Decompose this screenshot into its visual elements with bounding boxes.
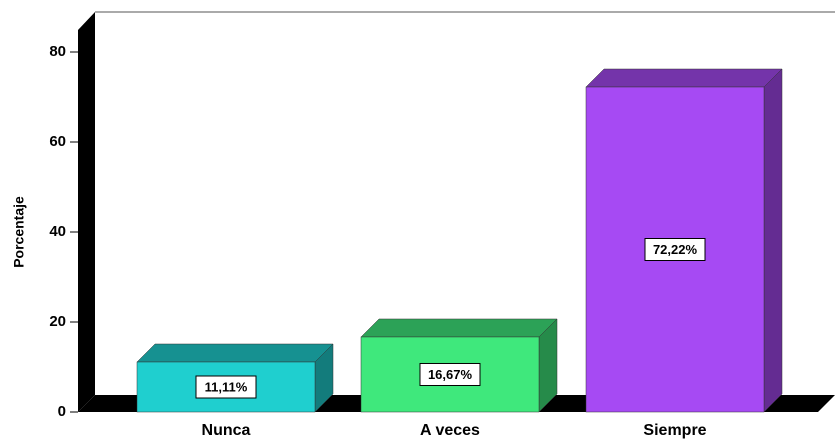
x-tick-label: A veces	[420, 422, 480, 439]
value-label-box	[195, 375, 257, 399]
value-label: 72,22%	[653, 242, 698, 257]
y-axis-label: Porcentaje	[11, 196, 27, 268]
y-tick-label: 60	[49, 133, 66, 150]
value-label-box	[644, 238, 706, 262]
bar-top	[360, 318, 558, 338]
bar-side	[763, 68, 783, 413]
y-tick-label: 0	[58, 403, 66, 420]
y-tick-label: 80	[49, 43, 66, 60]
value-label: 11,11%	[205, 379, 248, 394]
bar-top	[136, 343, 334, 363]
y-tick-label: 40	[49, 223, 66, 240]
x-tick-label: Nunca	[202, 422, 251, 439]
y-tick-label: 20	[49, 313, 66, 330]
bar-top	[585, 68, 783, 88]
x-tick-label: Siempre	[643, 422, 706, 439]
left-wall	[78, 12, 95, 412]
value-label: 16,67%	[428, 367, 473, 382]
value-label-box	[419, 362, 481, 386]
